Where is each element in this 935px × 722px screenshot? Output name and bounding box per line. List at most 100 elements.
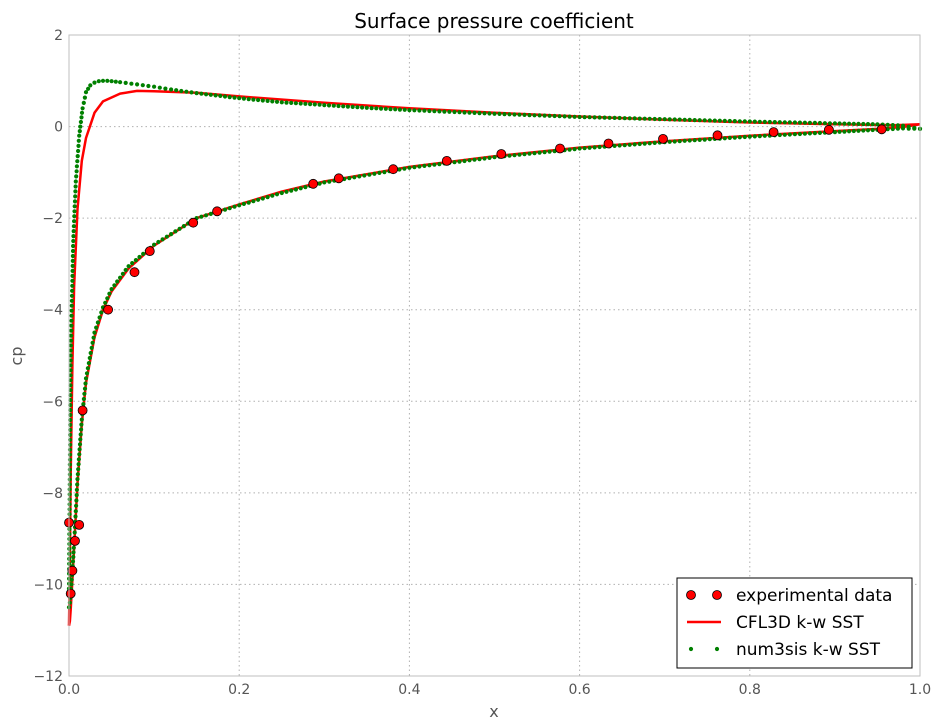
num3sis-point — [77, 133, 82, 138]
num3sis-point — [74, 503, 79, 508]
num3sis-point — [832, 130, 838, 135]
num3sis-point — [76, 462, 81, 467]
num3sis-point — [73, 179, 78, 184]
num3sis-point — [77, 442, 83, 447]
num3sis-point — [642, 116, 647, 121]
num3sis-point — [69, 303, 74, 308]
num3sis-point — [607, 115, 612, 120]
num3sis-point — [895, 123, 901, 128]
num3sis-point — [76, 143, 81, 148]
num3sis-point — [83, 90, 89, 95]
num3sis-point — [298, 101, 303, 106]
num3sis-point — [702, 137, 707, 142]
num3sis-point — [208, 211, 213, 216]
num3sis-point — [270, 99, 275, 104]
num3sis-point — [260, 98, 265, 103]
num3sis-point — [71, 554, 76, 560]
num3sis-point — [552, 113, 557, 119]
num3sis-point — [577, 146, 582, 151]
y-tick-label: 0 — [54, 120, 63, 136]
num3sis-point — [472, 110, 477, 115]
num3sis-point — [317, 181, 322, 186]
num3sis-point — [807, 131, 813, 136]
num3sis-point — [341, 104, 346, 109]
num3sis-point — [412, 165, 417, 170]
num3sis-point — [72, 530, 77, 535]
num3sis-point — [851, 128, 856, 134]
num3sis-point — [94, 325, 99, 330]
num3sis-point — [69, 577, 74, 582]
num3sis-point — [572, 147, 577, 152]
num3sis-point — [174, 88, 179, 93]
num3sis-point — [77, 129, 82, 134]
num3sis-point — [78, 124, 83, 129]
num3sis-point — [497, 111, 502, 116]
num3sis-point — [91, 335, 96, 340]
num3sis-point — [842, 121, 847, 126]
num3sis-point — [246, 97, 251, 102]
num3sis-point — [218, 93, 223, 98]
experimental-point — [212, 206, 223, 217]
num3sis-point — [447, 109, 452, 114]
num3sis-point — [204, 213, 209, 218]
num3sis-point — [732, 135, 737, 140]
experimental-point — [876, 124, 887, 135]
num3sis-point — [527, 151, 532, 156]
num3sis-point — [177, 226, 182, 231]
num3sis-point — [537, 113, 542, 118]
num3sis-point — [69, 313, 74, 318]
experimental-point — [67, 565, 78, 576]
num3sis-point — [135, 82, 140, 87]
num3sis-point — [702, 118, 707, 123]
num3sis-point — [265, 195, 270, 200]
num3sis-point — [274, 99, 280, 104]
num3sis-point — [303, 185, 308, 190]
num3sis-point — [477, 157, 482, 162]
num3sis-point — [865, 128, 871, 133]
num3sis-point — [812, 131, 818, 136]
num3sis-point — [817, 120, 823, 126]
num3sis-point — [70, 283, 75, 288]
num3sis-point — [181, 224, 186, 229]
num3sis-point — [757, 119, 762, 124]
num3sis-point — [657, 117, 662, 122]
num3sis-point — [422, 163, 427, 168]
num3sis-point — [120, 271, 125, 276]
num3sis-point — [279, 100, 284, 105]
num3sis-point — [865, 122, 871, 127]
num3sis-point — [92, 80, 97, 85]
num3sis-point — [112, 283, 117, 288]
num3sis-point — [562, 114, 567, 119]
chart-title: Surface pressure coefficient — [354, 9, 634, 33]
num3sis-point — [109, 79, 114, 84]
num3sis-point — [502, 112, 507, 117]
y-tick-label: −10 — [33, 577, 63, 593]
num3sis-point — [507, 153, 512, 158]
num3sis-point — [232, 95, 237, 100]
num3sis-point — [67, 467, 72, 472]
num3sis-point — [69, 333, 74, 338]
num3sis-point — [74, 487, 79, 492]
num3sis-point — [350, 104, 355, 109]
num3sis-point — [73, 194, 78, 199]
num3sis-point — [757, 134, 762, 139]
num3sis-point — [567, 114, 572, 119]
num3sis-point — [67, 487, 72, 492]
num3sis-point — [797, 131, 803, 137]
num3sis-point — [76, 467, 81, 472]
num3sis-point — [492, 155, 497, 160]
y-axis-label: cp — [7, 347, 26, 366]
num3sis-point — [612, 115, 617, 120]
num3sis-point — [582, 146, 587, 151]
num3sis-point — [79, 427, 84, 432]
num3sis-point — [875, 122, 880, 127]
num3sis-point — [407, 108, 412, 113]
experimental-point — [441, 155, 452, 166]
num3sis-point — [362, 173, 367, 178]
num3sis-point — [71, 550, 76, 555]
num3sis-point — [837, 121, 842, 126]
num3sis-point — [672, 139, 677, 144]
num3sis-point — [467, 110, 472, 115]
num3sis-point — [687, 138, 692, 143]
